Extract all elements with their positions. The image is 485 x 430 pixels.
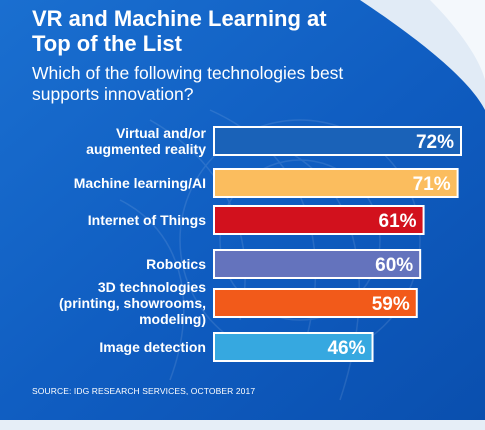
source-note: SOURCE: IDG RESEARCH SERVICES, OCTOBER 2… bbox=[32, 386, 256, 396]
category-label: 3D technologies (printing, showrooms, mode… bbox=[59, 279, 206, 327]
bar bbox=[215, 170, 457, 196]
chart-title: VR and Machine Learning at Top of the Li… bbox=[32, 6, 327, 56]
bar bbox=[215, 290, 416, 316]
category-label: Image detection bbox=[99, 339, 206, 355]
bar-value-label: 72% bbox=[416, 132, 454, 153]
bar bbox=[215, 128, 460, 154]
bar bbox=[215, 334, 372, 360]
bar-value-label: 60% bbox=[375, 255, 413, 276]
bar bbox=[215, 207, 423, 233]
category-label: Machine learning/AI bbox=[74, 175, 206, 191]
bar-value-label: 46% bbox=[327, 338, 365, 359]
bar-value-label: 71% bbox=[413, 174, 451, 195]
bar-value-label: 61% bbox=[379, 211, 417, 232]
bar bbox=[215, 251, 420, 277]
category-label: Internet of Things bbox=[88, 212, 206, 228]
chart-subtitle: Which of the following technologies best… bbox=[32, 63, 344, 104]
category-label: Virtual and/or augmented reality bbox=[86, 125, 206, 157]
bar-value-label: 59% bbox=[372, 294, 410, 315]
category-label: Robotics bbox=[146, 256, 206, 272]
